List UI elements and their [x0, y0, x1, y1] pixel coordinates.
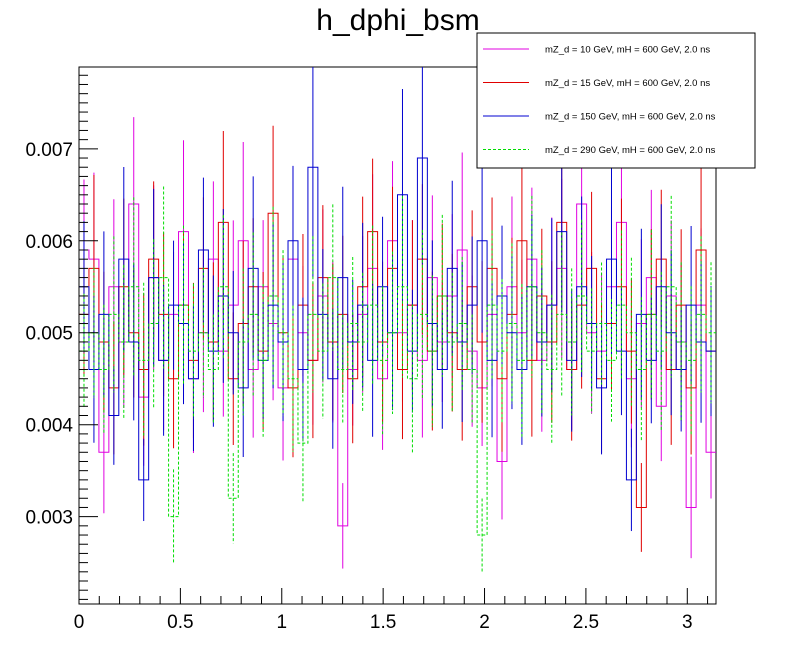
y-tick-label: 0.006	[25, 232, 73, 253]
legend-box	[476, 32, 756, 169]
plot-frame	[78, 66, 717, 605]
legend-label: mZ_d = 15 GeV, mH = 600 GeV, 2.0 ns	[545, 78, 710, 89]
x-tick-label: 0.5	[167, 612, 193, 633]
y-tick-label: 0.005	[25, 324, 73, 345]
y-tick-label: 0.007	[25, 140, 73, 161]
series-line	[79, 277, 716, 536]
series-2	[79, 125, 716, 552]
series-4	[79, 186, 716, 572]
x-tick-label: 2	[479, 612, 490, 633]
x-tick-label: 2.5	[573, 612, 599, 633]
y-tick-label: 0.003	[25, 508, 73, 529]
chart-title: h_dphi_bsm	[316, 4, 480, 37]
x-tick-label: 3	[682, 612, 693, 633]
legend-label: mZ_d = 10 GeV, mH = 600 GeV, 2.0 ns	[545, 45, 710, 56]
y-tick-label: 0.004	[25, 416, 73, 437]
x-tick-label: 1.5	[370, 612, 396, 633]
legend-label: mZ_d = 150 GeV, mH = 600 GeV, 2.0 ns	[545, 112, 716, 123]
series-line	[79, 157, 716, 481]
x-tick-label: 0	[74, 612, 85, 633]
legend-label: mZ_d = 290 GeV, mH = 600 GeV, 2.0 ns	[545, 145, 716, 156]
x-tick-label: 1	[276, 612, 287, 633]
